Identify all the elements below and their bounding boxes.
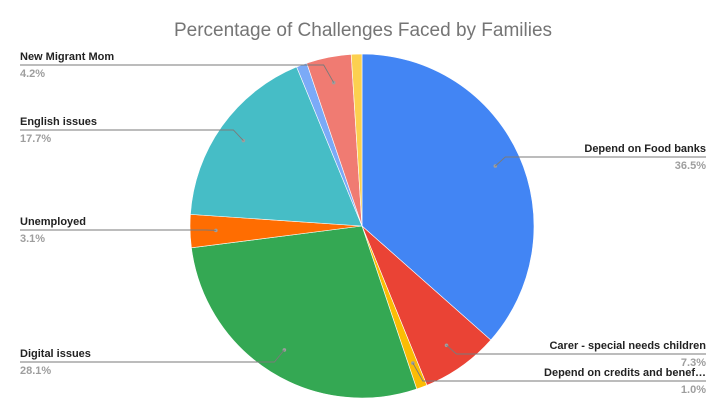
slice-label: English issues [20,116,97,128]
slice-label: Depend on Food banks [584,143,706,155]
pie-slice-digital-issues[interactable] [191,225,418,399]
leader-line [20,349,285,363]
slice-labels: Depend on Food banks 36.5% Carer - special… [20,51,706,396]
slice-label: Digital issues [20,348,91,360]
leader-line [20,64,335,83]
pie-slice-depend-on-food-banks[interactable] [361,53,535,341]
slice-label: New Migrant Mom [20,51,114,63]
leader-line [412,362,706,382]
slice-label: Carer - special needs children [549,340,706,352]
slice-percent: 36.5% [675,160,706,172]
pie-slice-english-issues[interactable] [190,66,363,227]
leader-line [20,129,244,141]
slice-percent: 3.1% [20,233,45,245]
slice-percent: 1.0% [681,384,706,396]
slice-percent: 17.7% [20,133,51,145]
slice-percent: 4.2% [20,68,45,80]
slice-percent: 7.3% [681,357,706,369]
leader-line [446,344,706,355]
pie-slice-unlabeled-8[interactable] [350,53,363,227]
slice-label: Unemployed [20,216,86,228]
slice-percent: 28.1% [20,365,51,377]
pie-slices [189,53,535,399]
chart-title: Percentage of Challenges Faced by Famili… [174,20,552,41]
leader-line [495,156,706,167]
slice-label: Depend on credits and benef… [544,367,706,379]
leader-lines [20,64,706,382]
